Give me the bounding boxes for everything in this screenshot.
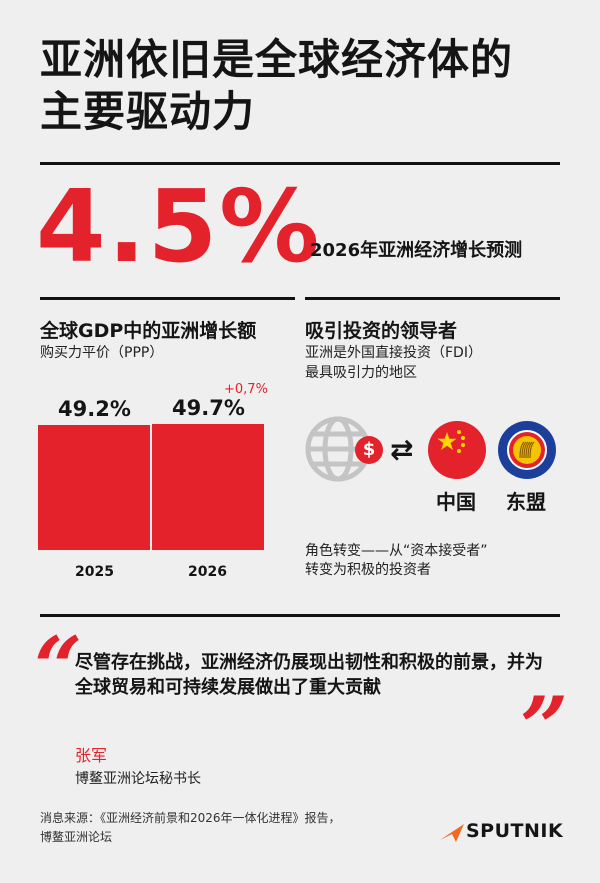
- open-quote-icon: “: [34, 618, 83, 717]
- role-change-note: 角色转变——从“资本接受者” 转变为积极的投资者: [305, 542, 488, 580]
- investment-subheading: 亚洲是外国直接投资（FDI） 最具吸引力的地区: [305, 343, 482, 383]
- quote-text: 尽管存在挑战，亚洲经济仍展现出韧性和积极的前景，并为全球贸易和可持续发展做出了重…: [75, 652, 543, 698]
- gdp-heading: 全球GDP中的亚洲增长额: [40, 320, 257, 342]
- forecast-value: 4.5%: [36, 168, 322, 285]
- source-line1: 消息来源：《亚洲经济前景和2026年一体化进程》报告，: [40, 811, 341, 825]
- divider-investment: [305, 297, 560, 300]
- china-label: 中国: [436, 490, 476, 514]
- dollar-icon: $: [355, 436, 383, 464]
- page-title-line1: 亚洲依旧是全球经济体的: [40, 35, 514, 84]
- role-change-line2: 转变为积极的投资者: [305, 562, 431, 578]
- page-title-line2: 主要驱动力: [40, 87, 256, 136]
- bar-year-2026: 2026: [188, 564, 227, 580]
- speaker-title: 博鳌亚洲论坛秘书长: [75, 771, 201, 787]
- bar-2026: [152, 424, 264, 550]
- bar-2025: [38, 425, 150, 550]
- sputnik-logo: SPUTNIK: [438, 818, 568, 846]
- gdp-bar-chart: 49.2% 49.7% +0,7%: [38, 380, 268, 550]
- role-change-line1: 角色转变——从“资本接受者”: [305, 543, 488, 559]
- forecast-caption: 2026年亚洲经济增长预测: [310, 240, 523, 261]
- investment-subheading-line2: 最具吸引力的地区: [305, 365, 417, 381]
- delta-label: +0,7%: [224, 382, 268, 397]
- speaker-name: 张军: [75, 746, 108, 765]
- dollar-symbol: $: [362, 439, 376, 460]
- source-note: 消息来源：《亚洲经济前景和2026年一体化进程》报告， 博鳌亚洲论坛: [40, 809, 341, 847]
- bar-year-2025: 2025: [75, 564, 114, 580]
- investment-heading: 吸引投资的领导者: [305, 320, 458, 342]
- gdp-subheading: 购买力平价（PPP）: [40, 345, 164, 361]
- divider-gdp: [40, 297, 295, 300]
- source-line2: 博鳌亚洲论坛: [40, 830, 113, 844]
- sputnik-mark-icon: [440, 824, 464, 842]
- investment-subheading-line1: 亚洲是外国直接投资（FDI）: [305, 345, 482, 361]
- exchange-arrows-icon: ⇄: [390, 433, 414, 466]
- china-flag-icon: [428, 421, 486, 479]
- divider-quote: [40, 614, 560, 617]
- divider-top: [40, 162, 560, 165]
- bar-value-2026: 49.7%: [172, 396, 245, 420]
- close-quote-icon: ”: [520, 678, 569, 777]
- bar-value-2025: 49.2%: [58, 397, 131, 421]
- logo-text: SPUTNIK: [466, 820, 564, 842]
- page-title: 亚洲依旧是全球经济体的 主要驱动力: [40, 34, 580, 138]
- asean-flag-icon: [498, 421, 556, 479]
- asean-label: 东盟: [506, 490, 546, 514]
